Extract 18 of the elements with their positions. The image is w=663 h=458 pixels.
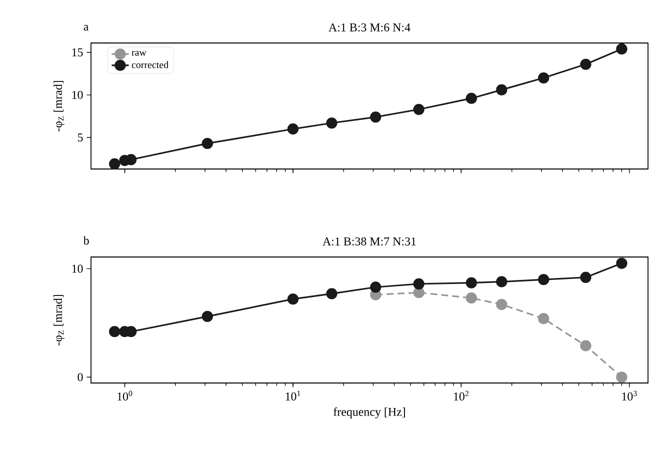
chart-title: A:1 B:3 M:6 N:4 (328, 23, 410, 32)
text: b (83, 236, 89, 245)
y-axis-title: -φ$_{Z}$ [mrad] (54, 295, 64, 346)
y-tick-label: 10 (72, 264, 83, 273)
x-tick-label: 10$^{0}$ (118, 390, 132, 401)
x-axis-title: frequency [Hz] (334, 407, 405, 418)
x-tick-label: 10$^{1}$ (286, 390, 300, 400)
chart-title: A:1 B:38 M:7 N:31 (322, 237, 416, 246)
y-tick-label: 5 (78, 134, 83, 142)
x-tick-label: 10$^{3}$ (622, 390, 637, 400)
text: a (84, 24, 89, 31)
legend-label: raw (132, 50, 146, 56)
y-axis-title: -φ$_{Z}$ [mrad] (54, 81, 64, 132)
y-tick-label: 10 (72, 90, 83, 99)
legend-label: corrected (132, 61, 168, 68)
y-tick-label: 0 (78, 373, 83, 382)
y-tick-label: 15 (72, 48, 83, 56)
x-tick-label: 10$^{2}$ (454, 390, 468, 400)
